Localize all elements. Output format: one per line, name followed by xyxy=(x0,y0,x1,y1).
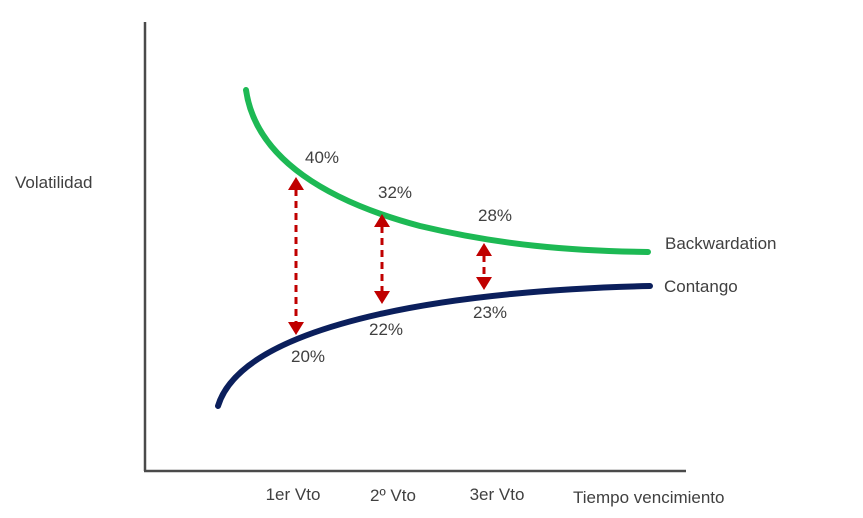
backwardation-label-2: 32% xyxy=(378,183,412,202)
contango-label-3: 23% xyxy=(473,303,507,322)
contango-label-1: 20% xyxy=(291,347,325,366)
spread-arrow-head-up-2 xyxy=(374,214,390,227)
contango-series-label: Contango xyxy=(664,277,738,296)
x-tick-2o-vto: 2º Vto xyxy=(370,486,416,505)
spread-arrow-head-up-1 xyxy=(288,177,304,190)
spread-arrow-head-down-2 xyxy=(374,291,390,304)
x-tick-3er-vto: 3er Vto xyxy=(470,485,525,504)
spread-arrows xyxy=(288,177,492,335)
spread-arrow-head-down-3 xyxy=(476,277,492,290)
x-axis-title: Tiempo vencimiento xyxy=(573,488,725,507)
backwardation-label-1: 40% xyxy=(305,148,339,167)
backwardation-label-3: 28% xyxy=(478,206,512,225)
contango-curve xyxy=(215,283,653,409)
x-tick-1er-vto: 1er Vto xyxy=(266,485,321,504)
spread-arrow-head-down-1 xyxy=(288,322,304,335)
backwardation-curve xyxy=(243,87,651,255)
spread-arrow-head-up-3 xyxy=(476,243,492,256)
contango-label-2: 22% xyxy=(369,320,403,339)
y-axis-title: Volatilidad xyxy=(15,173,93,192)
backwardation-series-label: Backwardation xyxy=(665,234,777,253)
